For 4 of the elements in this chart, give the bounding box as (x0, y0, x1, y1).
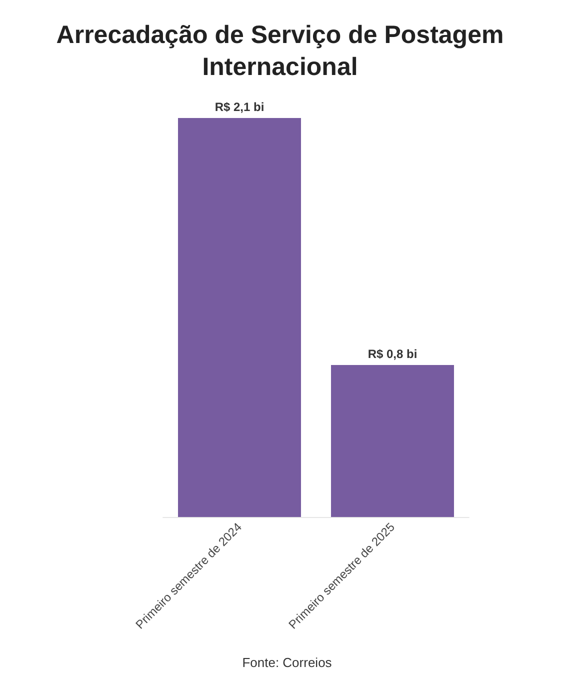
data-label: R$ 0,8 bi (368, 347, 418, 361)
source-note: Fonte: Correios (242, 655, 332, 670)
data-label: R$ 2,1 bi (214, 100, 264, 114)
chart-title: Arrecadação de Serviço de Postagem Internacional (56, 21, 504, 81)
